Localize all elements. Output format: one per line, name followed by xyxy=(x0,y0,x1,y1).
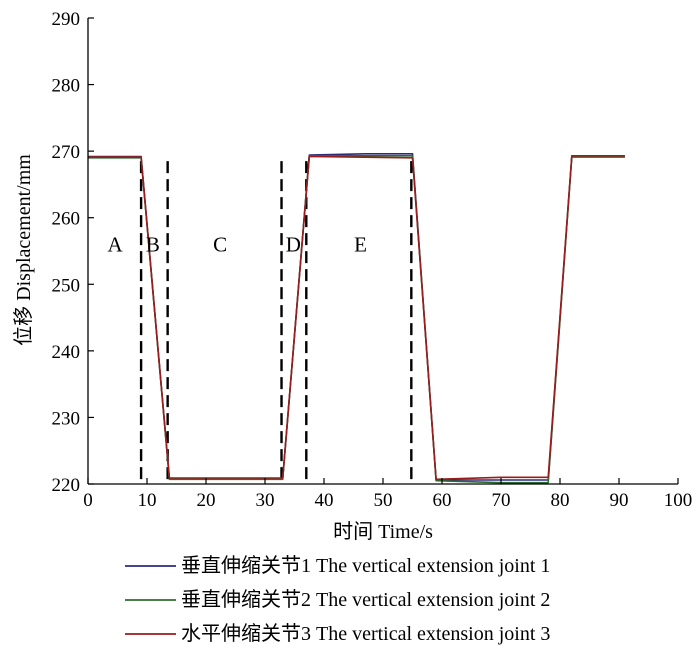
x-tick-label: 0 xyxy=(83,490,93,511)
axes xyxy=(87,18,678,485)
y-tick-label: 280 xyxy=(52,76,81,97)
x-axis-ticks: 0 10 20 30 40 50 60 70 80 90 100 xyxy=(83,478,692,511)
y-tick-label: 230 xyxy=(52,408,81,429)
series-line-3 xyxy=(88,155,625,481)
y-axis-ticks: 220 230 240 250 260 270 280 290 xyxy=(52,9,94,496)
phase-label: D xyxy=(286,232,301,256)
phase-label: E xyxy=(354,232,367,256)
legend-label-1: 垂直伸缩关节1 The vertical extension joint 1 xyxy=(181,554,550,577)
y-tick-label: 290 xyxy=(52,9,81,30)
x-tick-label: 70 xyxy=(492,490,511,511)
x-tick-label: 10 xyxy=(138,490,157,511)
x-tick-label: 90 xyxy=(610,490,629,511)
series-lines xyxy=(88,153,625,484)
y-axis-title: 位移 Displacement/mm xyxy=(12,154,35,346)
x-tick-label: 100 xyxy=(664,490,693,511)
x-tick-label: 30 xyxy=(256,490,275,511)
legend: 垂直伸缩关节1 The vertical extension joint 1 垂直… xyxy=(125,554,550,645)
y-tick-label: 250 xyxy=(52,275,81,296)
x-tick-label: 50 xyxy=(374,490,393,511)
y-tick-label: 240 xyxy=(52,342,81,363)
phase-boundaries xyxy=(139,161,413,484)
x-axis-title: 时间 Time/s xyxy=(333,520,433,543)
phase-label: A xyxy=(108,232,124,256)
y-tick-label: 260 xyxy=(52,209,81,230)
phase-label: C xyxy=(213,232,227,256)
legend-label-3: 水平伸缩关节3 The vertical extension joint 3 xyxy=(181,622,550,645)
phase-label: B xyxy=(146,232,160,256)
y-tick-label: 270 xyxy=(52,142,81,163)
x-tick-label: 20 xyxy=(197,490,216,511)
legend-label-2: 垂直伸缩关节2 The vertical extension joint 2 xyxy=(181,588,550,611)
x-tick-label: 40 xyxy=(315,490,334,511)
x-tick-label: 80 xyxy=(551,490,570,511)
y-tick-label: 220 xyxy=(52,475,81,496)
x-tick-label: 60 xyxy=(433,490,452,511)
